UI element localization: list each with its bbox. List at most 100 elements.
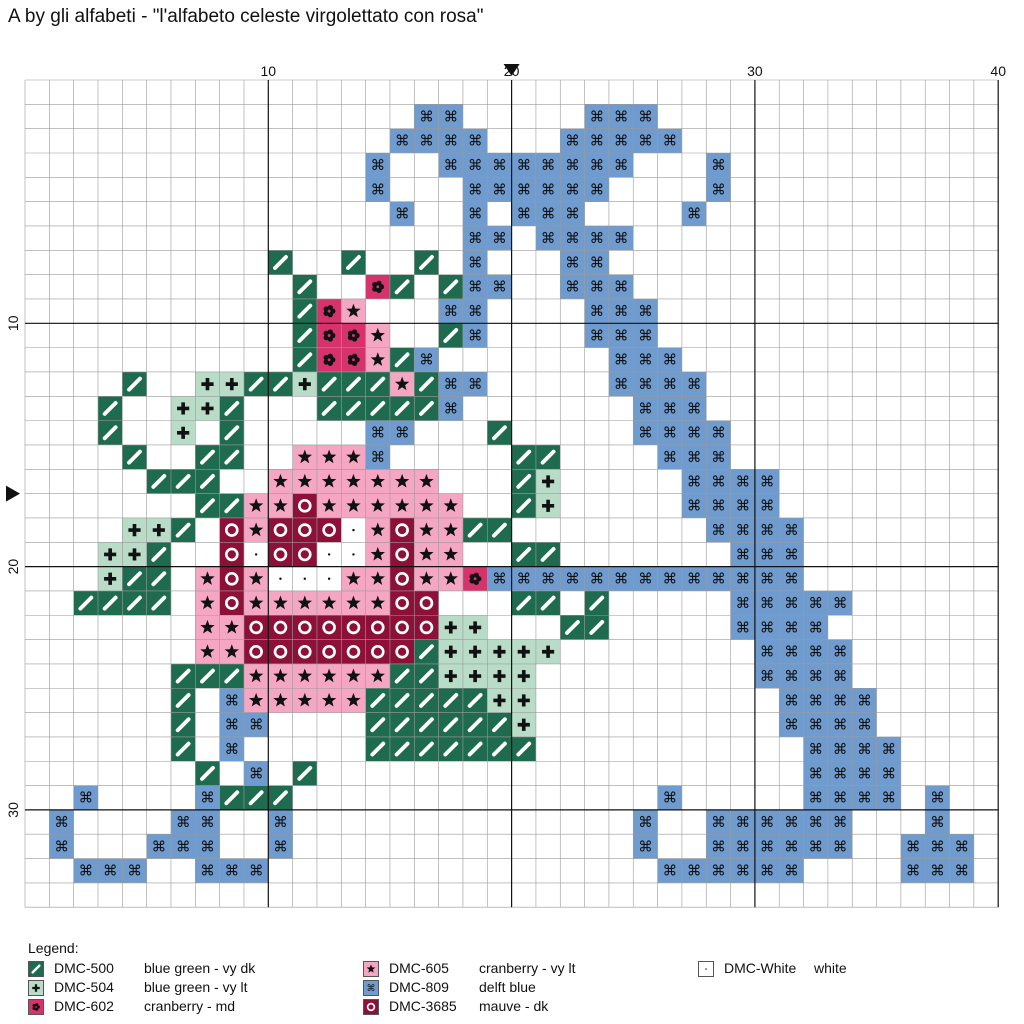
stitch-dmc-809: ⌘ (681, 201, 707, 226)
stitch-dmc-500 (511, 469, 536, 494)
stitch-dmc-809: ⌘ (730, 469, 755, 494)
svg-text:⌘: ⌘ (200, 863, 215, 880)
stitch-dmc-809: ⌘ (633, 323, 658, 348)
stitch-dmc-605 (365, 347, 390, 372)
svg-text:⌘: ⌘ (808, 790, 823, 807)
svg-text:⌘: ⌘ (273, 838, 288, 855)
svg-text:⌘: ⌘ (930, 838, 945, 855)
stitch-dmc-605 (268, 663, 293, 689)
svg-text:⌘: ⌘ (468, 157, 483, 174)
stitch-dmc-500 (487, 420, 512, 445)
svg-text:⌘: ⌘ (833, 644, 848, 661)
svg-text:⌘: ⌘ (784, 522, 799, 539)
stitch-dmc-500 (170, 469, 196, 494)
stitch-dmc-white (292, 566, 317, 591)
stitch-dmc-809: ⌘ (268, 834, 293, 859)
stitch-dmc-504 (511, 663, 536, 689)
svg-text:⌘: ⌘ (638, 133, 653, 150)
stitch-dmc-809: ⌘ (584, 250, 609, 275)
stitch-dmc-3685 (292, 517, 317, 543)
stitch-dmc-809: ⌘ (779, 542, 804, 567)
stitch-dmc-809: ⌘ (779, 834, 804, 859)
stitch-dmc-809: ⌘ (852, 785, 877, 810)
legend-swatch (28, 961, 44, 977)
stitch-dmc-809: ⌘ (414, 347, 439, 372)
stitch-dmc-809: ⌘ (535, 177, 561, 202)
stitch-dmc-809: ⌘ (560, 177, 585, 202)
stitch-dmc-500 (365, 371, 390, 397)
svg-text:⌘: ⌘ (784, 546, 799, 563)
stitch-dmc-809: ⌘ (195, 834, 220, 859)
svg-text:⌘: ⌘ (760, 814, 775, 831)
stitch-dmc-504 (438, 639, 463, 664)
stitch-dmc-809: ⌘ (584, 104, 609, 129)
stitch-dmc-809: ⌘ (414, 128, 439, 153)
svg-text:⌘: ⌘ (687, 425, 702, 442)
svg-text:⌘: ⌘ (662, 790, 677, 807)
svg-text:⌘: ⌘ (638, 303, 653, 320)
stitch-dmc-500 (219, 396, 244, 421)
stitch-dmc-500 (389, 274, 415, 299)
stitch-dmc-504 (170, 396, 196, 421)
stitch-dmc-809: ⌘ (949, 858, 974, 883)
stitch-dmc-809: ⌘ (803, 761, 828, 786)
svg-text:⌘: ⌘ (662, 376, 677, 393)
svg-text:⌘: ⌘ (225, 863, 240, 880)
stitch-dmc-809: ⌘ (511, 152, 536, 178)
stitch-dmc-500 (341, 396, 366, 421)
stitch-dmc-504 (292, 371, 317, 397)
stitch-dmc-504 (535, 493, 561, 518)
svg-text:⌘: ⌘ (687, 473, 702, 490)
stitch-dmc-3685 (365, 615, 390, 640)
svg-text:⌘: ⌘ (54, 838, 69, 855)
stitch-dmc-809: ⌘ (730, 566, 755, 591)
svg-text:⌘: ⌘ (492, 230, 507, 247)
legend-item: DMC-605 cranberry - vy lt (359, 960, 679, 978)
svg-text:⌘: ⌘ (687, 376, 702, 393)
svg-text:⌘: ⌘ (565, 181, 580, 198)
stitch-dmc-500 (170, 736, 196, 762)
stitch-dmc-809: ⌘ (925, 858, 950, 883)
svg-text:⌘: ⌘ (516, 571, 531, 588)
stitch-dmc-605 (438, 493, 463, 518)
svg-text:⌘: ⌘ (370, 449, 385, 466)
stitch-dmc-605 (292, 688, 317, 713)
stitch-dmc-809: ⌘ (754, 858, 780, 883)
stitch-dmc-809: ⌘ (438, 152, 463, 178)
stitch-dmc-500 (389, 712, 415, 737)
stitch-dmc-809: ⌘ (462, 298, 488, 324)
svg-text:⌘: ⌘ (784, 571, 799, 588)
stitch-dmc-809: ⌘ (779, 566, 804, 591)
svg-text:⌘: ⌘ (638, 108, 653, 125)
stitch-dmc-3685 (389, 542, 415, 567)
stitch-dmc-809: ⌘ (657, 128, 682, 153)
svg-text:⌘: ⌘ (395, 425, 410, 442)
stitch-dmc-605 (316, 493, 342, 518)
stitch-dmc-809: ⌘ (657, 444, 682, 470)
stitch-dmc-605 (365, 517, 390, 543)
stitch-dmc-809: ⌘ (681, 396, 707, 421)
stitch-dmc-500 (511, 590, 536, 616)
cross-stitch-grid: ⌘ ⌘ ⌘ ⌘ ⌘ ⌘ ⌘ ⌘ ⌘ ⌘ ⌘ ⌘ ⌘ ⌘ ⌘ ⌘ ⌘ ⌘ ⌘ ⌘ ⌘ ⌘ ⌘ ⌘ ⌘ ⌘ ⌘ ⌘ ⌘ ⌘ ⌘ ⌘ ⌘ ⌘ ⌘ ⌘ ⌘ ⌘ ⌘ ⌘… (5, 63, 1006, 908)
legend-description: blue green - vy dk (144, 960, 256, 976)
stitch-dmc-white (268, 566, 293, 591)
svg-text:⌘: ⌘ (541, 206, 556, 223)
svg-text:⌘: ⌘ (54, 814, 69, 831)
svg-text:⌘: ⌘ (808, 692, 823, 709)
stitch-dmc-500 (341, 250, 366, 275)
svg-text:⌘: ⌘ (857, 692, 872, 709)
svg-text:⌘: ⌘ (103, 863, 118, 880)
stitch-dmc-500 (511, 493, 536, 518)
stitch-dmc-809: ⌘ (803, 590, 828, 616)
svg-text:⌘: ⌘ (930, 790, 945, 807)
stitch-dmc-504 (535, 639, 561, 664)
svg-text:⌘: ⌘ (419, 133, 434, 150)
stitch-dmc-809: ⌘ (122, 858, 147, 883)
stitch-dmc-3685 (389, 615, 415, 640)
svg-text:⌘: ⌘ (735, 571, 750, 588)
svg-text:⌘: ⌘ (735, 595, 750, 612)
svg-text:⌘: ⌘ (516, 206, 531, 223)
stitch-dmc-500 (584, 590, 609, 616)
stitch-dmc-809: ⌘ (487, 566, 512, 591)
chart-title: A by gli alfabeti - "l'alfabeto celeste … (8, 6, 484, 27)
